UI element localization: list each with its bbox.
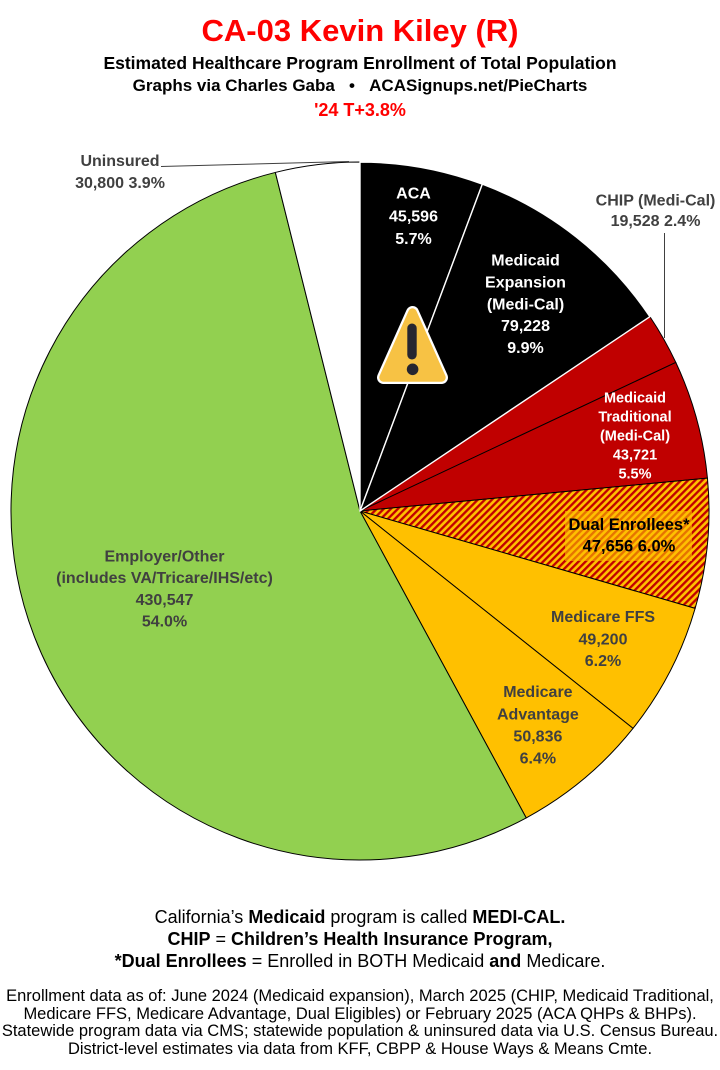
svg-text:Medicaid: Medicaid (491, 253, 559, 270)
svg-text:CHIP (Medi-Cal): CHIP (Medi-Cal) (596, 193, 716, 210)
svg-text:79,228: 79,228 (501, 318, 550, 335)
svg-text:Expansion: Expansion (485, 274, 566, 291)
svg-text:Medicare FFS: Medicare FFS (551, 609, 655, 626)
svg-text:ACA: ACA (396, 185, 431, 202)
svg-text:45,596: 45,596 (389, 208, 438, 225)
svg-text:Traditional: Traditional (598, 409, 671, 425)
svg-text:(Medi-Cal): (Medi-Cal) (600, 428, 670, 444)
svg-text:430,547: 430,547 (136, 592, 194, 609)
svg-text:Uninsured: Uninsured (80, 153, 159, 170)
svg-text:(Medi-Cal): (Medi-Cal) (487, 296, 564, 313)
svg-text:43,721: 43,721 (613, 447, 657, 463)
svg-text:(includes VA/Tricare/IHS/etc): (includes VA/Tricare/IHS/etc) (56, 570, 273, 587)
svg-text:19,528 2.4%: 19,528 2.4% (611, 213, 701, 230)
svg-text:Dual Enrollees*: Dual Enrollees* (568, 516, 690, 534)
svg-text:Employer/Other: Employer/Other (104, 548, 224, 565)
svg-text:47,656 6.0%: 47,656 6.0% (583, 537, 676, 555)
svg-text:54.0%: 54.0% (142, 614, 187, 631)
svg-text:Advantage: Advantage (497, 707, 579, 724)
svg-text:Medicare: Medicare (503, 684, 572, 701)
svg-text:9.9%: 9.9% (507, 340, 543, 357)
svg-text:Medicaid: Medicaid (604, 390, 666, 406)
svg-text:6.2%: 6.2% (585, 653, 621, 670)
svg-text:5.7%: 5.7% (395, 231, 431, 248)
svg-text:30,800 3.9%: 30,800 3.9% (75, 175, 165, 192)
svg-text:49,200: 49,200 (579, 632, 628, 649)
svg-text:50,836: 50,836 (513, 729, 562, 746)
svg-text:5.5%: 5.5% (618, 466, 651, 482)
svg-text:6.4%: 6.4% (520, 750, 556, 767)
